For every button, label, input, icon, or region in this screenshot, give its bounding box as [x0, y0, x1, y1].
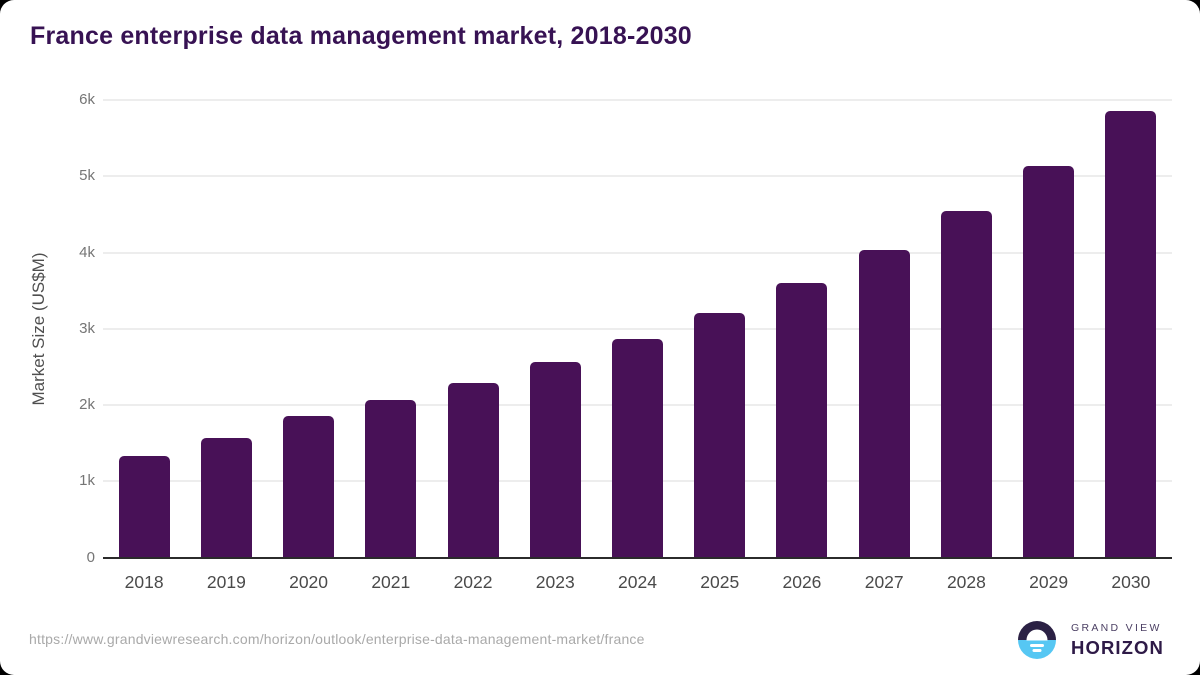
bar-2020 [283, 416, 335, 558]
bar-2027 [858, 250, 910, 558]
bar-2028 [940, 210, 992, 558]
y-tick-label-6k: 6k [79, 91, 95, 108]
x-tick-label-2019: 2019 [206, 572, 246, 592]
gridline-5k [103, 175, 1172, 178]
bar-2029 [1023, 165, 1075, 558]
bar-2030 [1105, 111, 1157, 558]
gridline-4k [103, 251, 1172, 254]
page-title: France enterprise data management market… [30, 22, 692, 50]
bar-2018 [118, 455, 170, 558]
sun-reflection-line [1032, 649, 1042, 652]
source-url: https://www.grandviewresearch.com/horizo… [29, 631, 645, 647]
x-tick-label-2030: 2030 [1111, 572, 1151, 592]
y-tick-label-0: 0 [86, 548, 95, 566]
y-tick-label-4k: 4k [79, 243, 95, 261]
x-tick-label-2018: 2018 [124, 572, 164, 592]
x-tick-label-2020: 2020 [289, 572, 329, 592]
logo-brand-line1: GRAND VIEW [1071, 621, 1162, 634]
x-tick-label-2023: 2023 [535, 572, 575, 592]
bar-2026 [776, 283, 828, 558]
y-tick-label-2k: 2k [79, 396, 95, 413]
bar-2019 [200, 437, 252, 558]
x-tick-label-2024: 2024 [618, 572, 657, 592]
y-tick-label-1k: 1k [79, 472, 95, 490]
x-tick-label-2028: 2028 [946, 572, 986, 592]
x-axis-line [103, 556, 1172, 559]
y-tick-label-5k: 5k [79, 167, 95, 185]
x-tick-label-2029: 2029 [1029, 572, 1069, 592]
x-tick-label-2022: 2022 [453, 572, 493, 592]
bar-2022 [447, 382, 499, 558]
bar-2024 [612, 339, 663, 558]
gridline-3k [103, 327, 1172, 330]
x-tick-label-2025: 2025 [700, 572, 740, 592]
bar-2021 [365, 400, 417, 558]
horizon-sun-icon [1018, 621, 1056, 659]
x-tick-label-2021: 2021 [371, 572, 411, 592]
grand-view-horizon-logo: GRAND VIEW HORIZON [1018, 621, 1164, 659]
bar-2025 [694, 313, 746, 558]
logo-brand-line2: HORIZON [1071, 636, 1165, 658]
bar-2023 [529, 361, 581, 558]
sun-glyph [1026, 629, 1048, 640]
logo-wordmark: GRAND VIEW HORIZON [1071, 622, 1164, 659]
x-tick-label-2027: 2027 [864, 572, 904, 592]
gridline-6k [103, 99, 1172, 101]
sun-reflection-line [1030, 643, 1044, 647]
y-tick-label-3k: 3k [79, 319, 95, 337]
x-tick-label-2026: 2026 [782, 572, 822, 592]
